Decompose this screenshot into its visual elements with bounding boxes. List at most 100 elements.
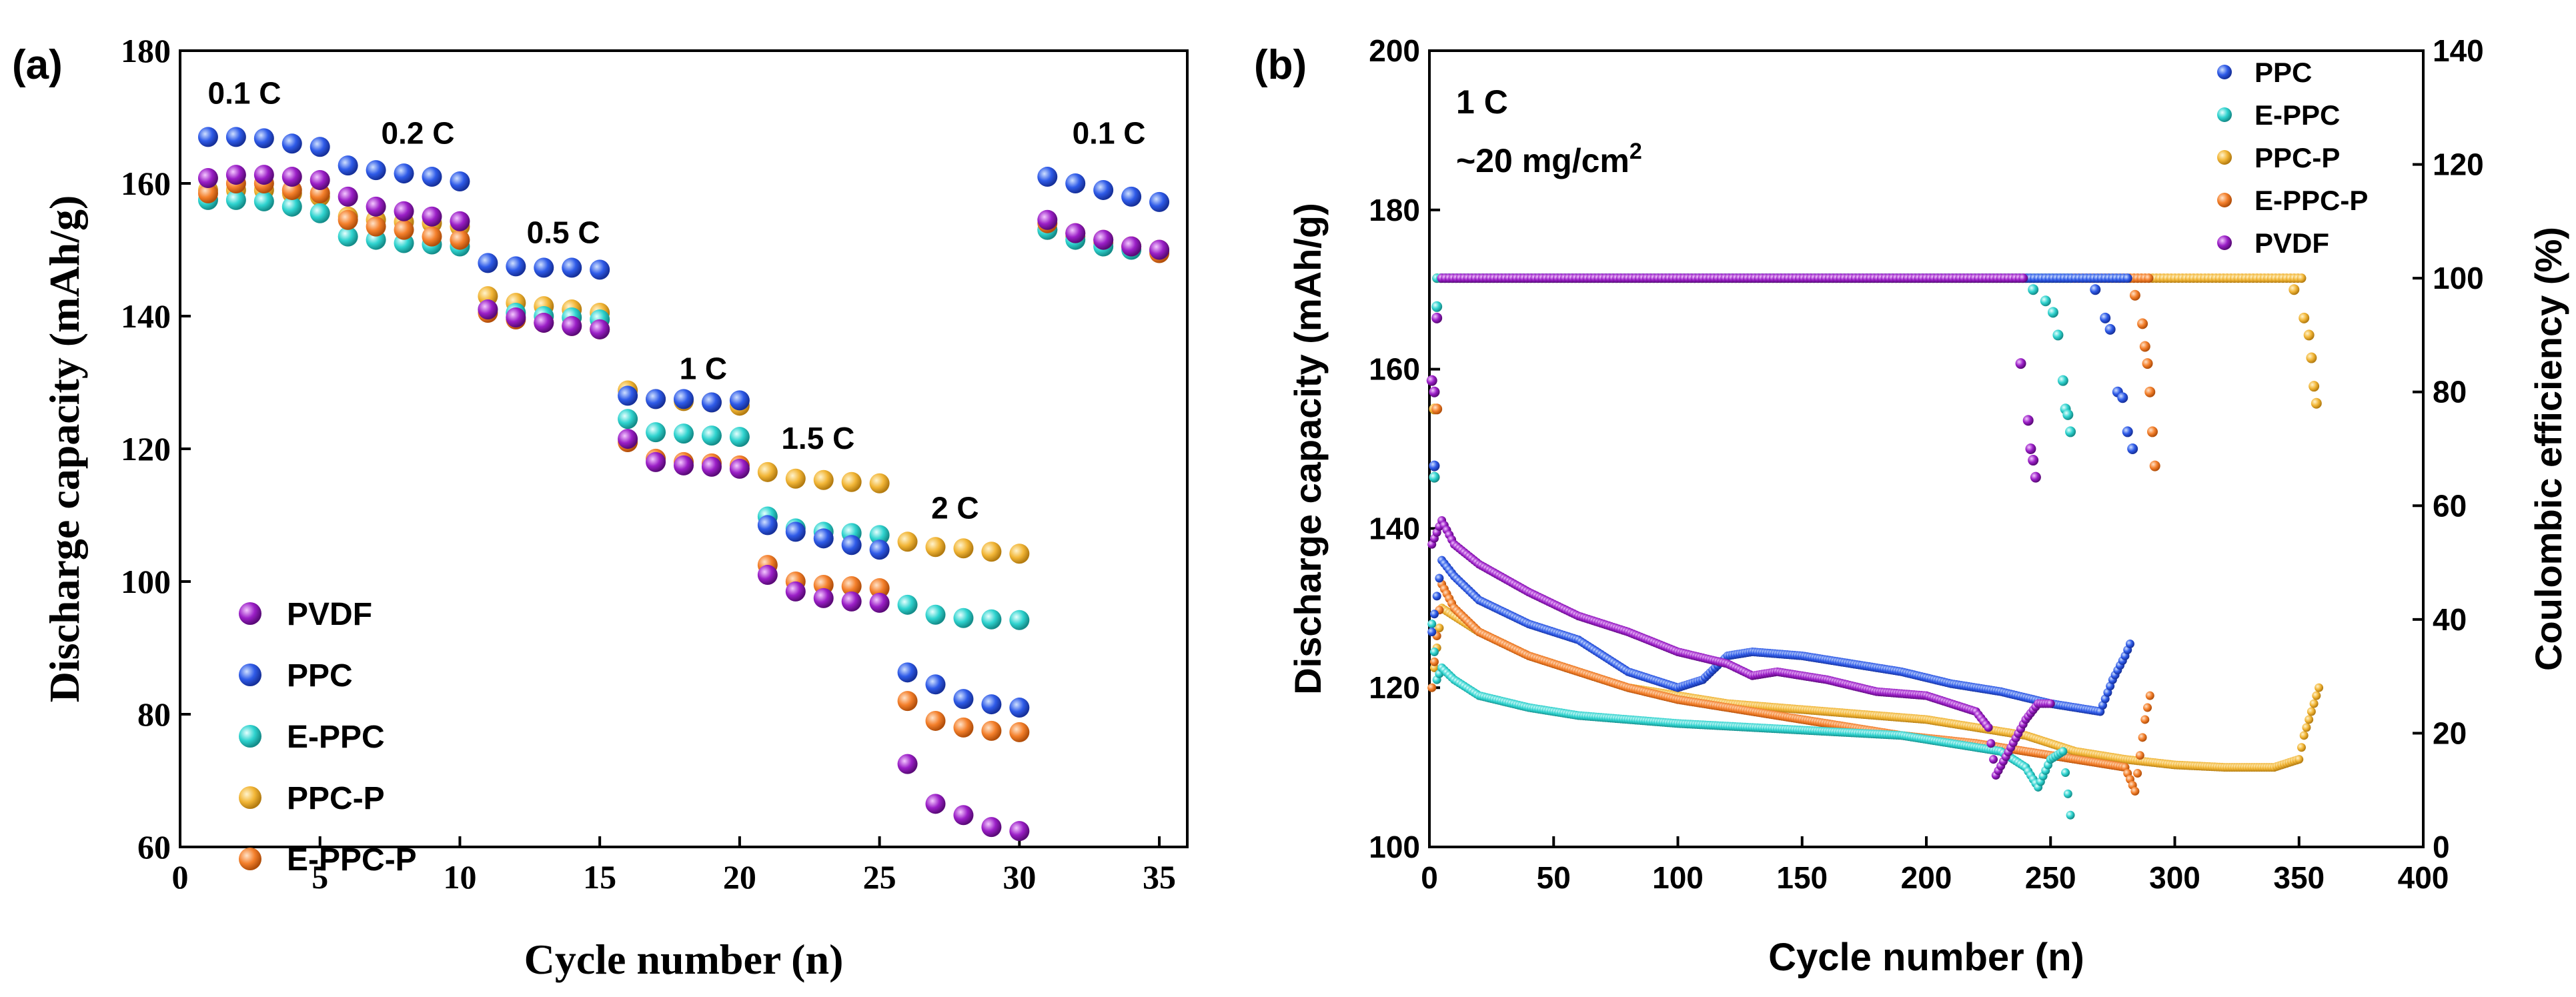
panel-b-y2-tick-label: 0 bbox=[2433, 830, 2450, 864]
panel-a-y-tick-label: 80 bbox=[137, 696, 171, 733]
panel-a-point-ppc bbox=[534, 257, 554, 278]
panel-a-point-pvdf bbox=[394, 201, 414, 221]
panel-b-legend-marker-ppc-p bbox=[2217, 150, 2232, 165]
panel-a-point-e-ppc bbox=[953, 608, 974, 628]
panel-a-legend-label-ppc: PPC bbox=[287, 658, 353, 694]
panel-b-capacity-point-e-ppc-p bbox=[2135, 751, 2144, 760]
panel-a-point-pvdf bbox=[953, 805, 974, 826]
panel-a-point-ppc bbox=[925, 674, 946, 695]
panel-a-point-ppc bbox=[618, 385, 638, 406]
panel-b-ce-point-e-ppc-p bbox=[2142, 358, 2153, 369]
panel-a-point-e-ppc-p bbox=[197, 183, 218, 203]
panel-b-y2-tick-label: 60 bbox=[2433, 488, 2467, 523]
panel-b-capacity-point-ppc-p bbox=[2312, 691, 2321, 700]
panel-a-point-ppc bbox=[338, 155, 358, 176]
panel-b-ce-point-e-ppc bbox=[2028, 284, 2039, 295]
panel-b-capacity-point-ppc bbox=[1432, 592, 1441, 601]
panel-a-x-tick-label: 5 bbox=[311, 858, 328, 896]
panel-a-point-pvdf bbox=[450, 211, 470, 231]
panel-b-ce-point-ppc bbox=[1429, 460, 1440, 471]
panel-a-point-ppc bbox=[674, 389, 694, 409]
panel-a-point-ppc bbox=[281, 133, 302, 154]
panel-a-point-e-ppc-p bbox=[841, 576, 862, 596]
panel-b-legend: PPC E-PPC PPC-P E-PPC-P PVDF bbox=[2217, 57, 2368, 259]
panel-b-x-tick-label: 0 bbox=[1421, 860, 1438, 895]
panel-a-point-e-ppc-p bbox=[869, 578, 890, 598]
panel-a-point-ppc bbox=[1121, 186, 1142, 207]
panel-b-legend-marker-pvdf bbox=[2217, 235, 2232, 250]
panel-a-point-pvdf bbox=[281, 167, 302, 187]
panel-a-point-ppc bbox=[366, 160, 386, 181]
panel-b-y2-tick-label: 120 bbox=[2433, 147, 2484, 182]
panel-a-y-axis-label: Discharge capacity (mAh/g) bbox=[41, 195, 88, 703]
panel-a-point-pvdf bbox=[757, 565, 778, 586]
panel-b-ce-point-e-ppc-p bbox=[1431, 403, 1443, 415]
panel-a-point-ppc bbox=[562, 257, 582, 278]
panel-a-point-e-ppc bbox=[897, 594, 918, 615]
panel-a-point-pvdf bbox=[225, 165, 246, 185]
panel-b-capacity-point-ppc-p bbox=[2315, 683, 2324, 692]
panel-b-ce-point-e-ppc bbox=[2040, 295, 2051, 307]
panel-b-ce-point-pvdf bbox=[2028, 455, 2039, 466]
panel-b-ce-point-e-ppc bbox=[2047, 307, 2058, 318]
panel-a-point-pvdf bbox=[646, 451, 666, 472]
panel-b-capacity-point-e-ppc bbox=[2058, 747, 2068, 756]
panel-a-legend-label-ppc-p: PPC-P bbox=[287, 781, 385, 816]
panel-a-point-e-ppc bbox=[925, 604, 946, 625]
panel-b-y2-tick-label: 140 bbox=[2433, 33, 2484, 68]
panel-b-capacity-point-ppc-p bbox=[2307, 707, 2316, 716]
panel-b-ce-point-e-ppc-p bbox=[2144, 273, 2154, 283]
panel-a-y-tick-label: 60 bbox=[137, 828, 171, 866]
panel-a-point-ppc bbox=[785, 522, 806, 542]
panel-b-y-tick-label: 200 bbox=[1369, 33, 1420, 68]
panel-b-y-tick-label: 100 bbox=[1369, 830, 1420, 864]
panel-b-legend-label-e-ppc-p: E-PPC-P bbox=[2255, 185, 2368, 216]
panel-b-ce-point-e-ppc-p bbox=[2129, 289, 2140, 301]
panel-b-x-tick-label: 250 bbox=[2025, 860, 2076, 895]
panel-a-point-e-ppc-p bbox=[338, 209, 358, 230]
panel-a-rate-label: 0.5 C bbox=[527, 215, 600, 250]
panel-b-y-tick-label: 140 bbox=[1369, 511, 1420, 546]
panel-a-y-tick-label: 140 bbox=[121, 297, 171, 335]
panel-b-capacity-point-e-ppc bbox=[1429, 647, 1439, 656]
panel-a-point-ppc bbox=[757, 515, 778, 536]
panel-a-point-pvdf bbox=[506, 307, 526, 327]
panel-b-ce-point-e-ppc bbox=[2062, 409, 2074, 420]
panel-b-capacity-point-e-ppc-p bbox=[1429, 657, 1439, 666]
panel-a-point-ppc-p bbox=[869, 473, 890, 493]
panel-a-point-ppc-p bbox=[897, 532, 918, 552]
panel-a-point-pvdf bbox=[674, 455, 694, 475]
panel-a-point-pvdf bbox=[562, 315, 582, 336]
panel-a-point-e-ppc bbox=[646, 422, 666, 443]
panel-b-ce-point-pvdf bbox=[1426, 375, 1437, 386]
panel-b-y-tick-label: 180 bbox=[1369, 193, 1420, 227]
panel-a-point-e-ppc bbox=[253, 191, 274, 211]
panel-b-ce-point-ppc bbox=[2117, 392, 2128, 403]
panel-b-ce-point-ppc bbox=[2100, 312, 2111, 323]
panel-a-legend-marker-e-ppc-p bbox=[239, 848, 261, 870]
panel-a-y-tick-label: 180 bbox=[121, 32, 171, 69]
panel-b-ce-point-e-ppc bbox=[2057, 375, 2068, 386]
panel-b-capacity-point-ppc-p bbox=[2305, 715, 2314, 724]
panel-a-point-ppc bbox=[1009, 698, 1030, 718]
panel-b-ce-point-ppc-p bbox=[2309, 381, 2320, 392]
panel-a-point-e-ppc bbox=[338, 226, 358, 247]
panel-a-point-ppc bbox=[1037, 167, 1058, 187]
panel-a-point-ppc-p bbox=[785, 468, 806, 489]
panel-b-ce-point-ppc bbox=[2122, 273, 2132, 283]
panel-a-legend: PVDF PPC E-PPC PPC-P E-PPC-P bbox=[239, 597, 417, 878]
panel-b-x-tick-label: 200 bbox=[1901, 860, 1952, 895]
panel-a-point-pvdf bbox=[534, 312, 554, 333]
panel-a-point-pvdf bbox=[785, 581, 806, 602]
panel-b-ce-point-pvdf bbox=[2025, 443, 2036, 454]
panel-a-point-pvdf bbox=[478, 299, 498, 320]
panel-b-capacity-point-ppc bbox=[1427, 628, 1437, 637]
panel-a-point-ppc bbox=[225, 127, 246, 147]
panel-a-point-e-ppc-p bbox=[897, 691, 918, 712]
panel-a-point-pvdf bbox=[925, 794, 946, 814]
panel-a-x-tick-label: 25 bbox=[863, 858, 896, 896]
panel-b-capacity-point-ppc-p bbox=[1435, 624, 1444, 633]
panel-a-point-e-ppc-p bbox=[450, 229, 470, 250]
panel-a-point-e-ppc bbox=[981, 609, 1002, 630]
panel-a-y-tick-label: 160 bbox=[121, 165, 171, 202]
